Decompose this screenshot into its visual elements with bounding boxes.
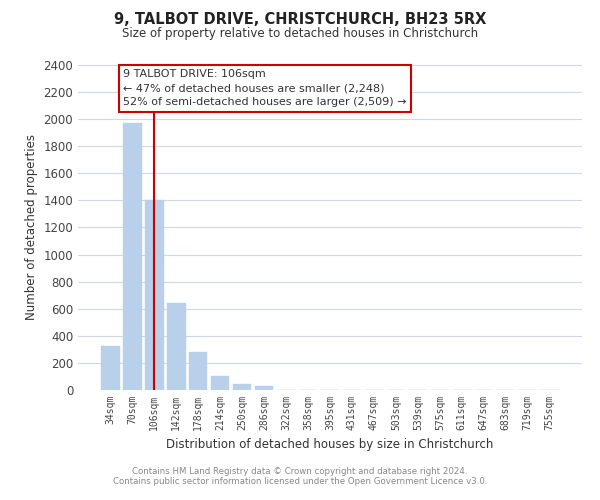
Y-axis label: Number of detached properties: Number of detached properties (25, 134, 38, 320)
Bar (167, 302, 185, 390)
X-axis label: Distribution of detached houses by size in Christchurch: Distribution of detached houses by size … (166, 438, 494, 452)
Bar (233, 384, 251, 390)
Text: 9, TALBOT DRIVE, CHRISTCHURCH, BH23 5RX: 9, TALBOT DRIVE, CHRISTCHURCH, BH23 5RX (114, 12, 486, 28)
Bar (255, 386, 274, 390)
Bar (211, 376, 229, 390)
Bar (101, 346, 119, 390)
Text: Contains public sector information licensed under the Open Government Licence v3: Contains public sector information licen… (113, 477, 487, 486)
Text: Size of property relative to detached houses in Christchurch: Size of property relative to detached ho… (122, 28, 478, 40)
Text: Contains HM Land Registry data © Crown copyright and database right 2024.: Contains HM Land Registry data © Crown c… (132, 467, 468, 476)
Bar (189, 352, 208, 390)
Bar (145, 200, 164, 390)
Bar (123, 123, 142, 390)
Text: 9 TALBOT DRIVE: 106sqm
← 47% of detached houses are smaller (2,248)
52% of semi-: 9 TALBOT DRIVE: 106sqm ← 47% of detached… (124, 69, 407, 107)
